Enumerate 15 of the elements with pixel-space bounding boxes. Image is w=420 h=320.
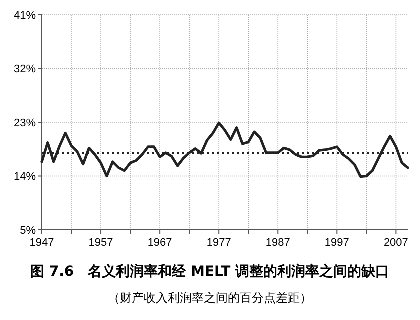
line-series — [40, 122, 410, 178]
x-tick-label: 1967 — [148, 237, 172, 249]
x-tick-label: 1987 — [266, 237, 290, 249]
x-tick-label: 1957 — [88, 237, 114, 249]
y-tick-label: 14% — [14, 171, 36, 184]
text: （财产收入利润率之间的百分点差距） — [108, 291, 312, 305]
text: 图 7.6 名义利润率和经 MELT 调整的利润率之间的缺口 — [30, 263, 390, 280]
y-tick-label: 5% — [20, 224, 36, 237]
x-tick-label: 2007 — [384, 237, 408, 249]
x-tick-label: 1997 — [324, 237, 350, 249]
y-tick-label: 41% — [14, 10, 36, 22]
y-tick-label: 23% — [14, 117, 36, 130]
x-tick-label: 1977 — [206, 237, 232, 249]
y-tick-label: 32% — [14, 64, 36, 76]
x-tick-label: 1947 — [30, 237, 54, 249]
